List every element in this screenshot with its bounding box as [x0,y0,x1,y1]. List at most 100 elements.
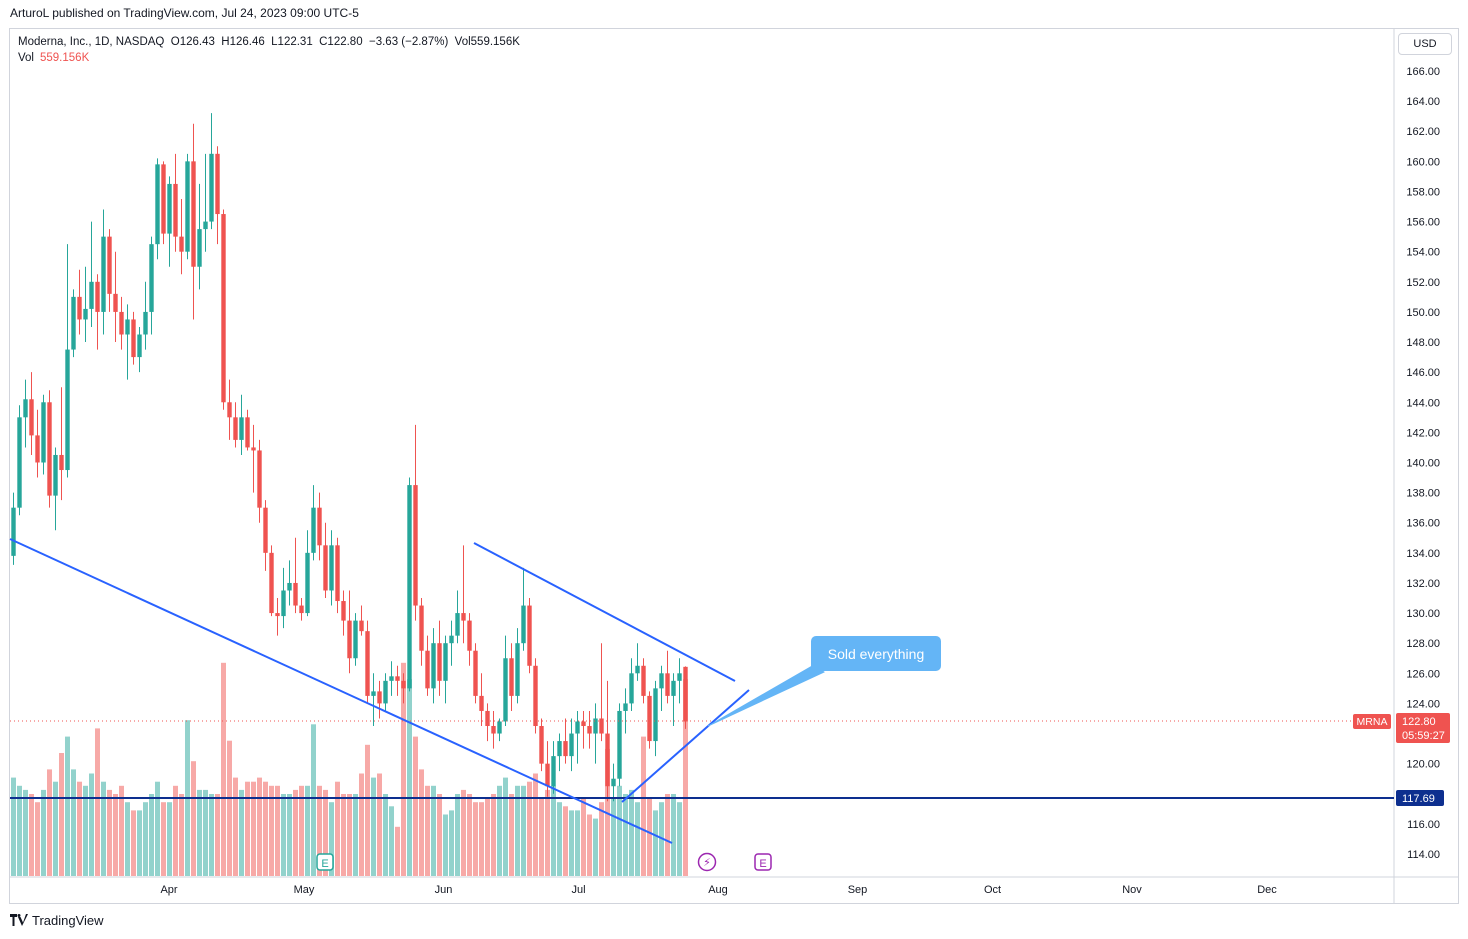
volume-bar [149,794,154,876]
volume-bar [359,773,364,876]
volume-bar [101,781,106,876]
candle-body [221,214,226,403]
volume-bar [95,728,100,876]
earnings-icon[interactable]: E [754,853,772,871]
volume-legend[interactable]: Vol 559.156K [18,52,89,64]
candle-body [527,605,532,666]
earnings-icon[interactable]: E [316,853,334,871]
volume-bar [515,785,520,876]
candle-body [473,650,478,696]
candle-body [359,620,364,632]
candle-body [299,605,304,614]
candle-body [617,710,622,779]
candle-body [335,545,340,602]
volume-bar [527,781,532,876]
volume-bar [665,794,670,876]
price-tick-label: 132.00 [1406,578,1440,590]
svg-text:122.80: 122.80 [1402,716,1436,728]
volume-bar [275,785,280,876]
volume-legend-value: 559.156K [40,52,90,64]
volume-bar [497,785,502,876]
tradingview-brand[interactable]: TradingView [10,913,104,928]
dividend-lightning-icon[interactable]: ⚡ [697,852,717,872]
candle-body [317,507,322,546]
candle-body [47,402,52,496]
candle-body [485,710,490,727]
price-tick-label: 138.00 [1406,488,1440,500]
volume-bar [161,802,166,876]
candle-body [101,236,106,312]
volume-bar [221,662,226,876]
candle-body [353,620,358,659]
time-tick-label: Dec [1257,884,1277,896]
volume-bar [203,789,208,876]
price-axis: 166.00 164.00 162.00 160.00 158.00 156.00 154.… [1406,66,1440,861]
candle-body [197,229,202,267]
candle-body [635,665,640,674]
time-axis: Apr May Jun Jul Aug Sep Oct Nov Dec [160,884,1277,896]
volume-bar [629,789,634,876]
candle-body [161,164,166,234]
candle-body [23,399,28,418]
volume-bar [131,810,136,876]
volume-bar [47,769,52,876]
volume-bar [569,810,574,876]
volume-bar [491,794,496,876]
volume-bar [245,781,250,876]
candle-body [605,733,610,787]
candle-body [647,695,652,742]
volume-bar [677,802,682,876]
sold-everything-callout[interactable]: Sold everything [707,636,941,727]
volume-bar [191,761,196,876]
candle-body [677,673,682,681]
volume-bar [233,777,238,876]
candle-body [269,552,274,614]
currency-button[interactable]: USD [1398,33,1452,55]
volume-bar [197,789,202,876]
candle-body [227,402,232,418]
candle-body [641,665,646,696]
price-tick-label: 154.00 [1406,247,1440,259]
volume-bar [317,785,322,876]
candle-body [383,680,388,704]
volume-bar [281,794,286,876]
candle-body [113,293,118,312]
volume-bar [599,802,604,876]
volume-bar [449,810,454,876]
candle-body [581,721,586,727]
volume-bar [29,794,34,876]
candle-body [71,296,76,350]
candle-body [671,680,676,696]
volume-bar [323,789,328,876]
volume-bar [215,794,220,876]
candle-body [311,507,316,553]
volume-bar [335,781,340,876]
time-tick-label: Apr [160,884,177,896]
volume-bar [263,781,268,876]
volume-bar [119,785,124,876]
candle-body [167,183,172,234]
volume-bar [557,802,562,876]
volume-bar [377,773,382,876]
candle-body [245,417,250,448]
candle-body [533,665,538,727]
candle-body [629,673,634,704]
price-tick-label: 124.00 [1406,698,1440,710]
price-tick-label: 164.00 [1406,96,1440,108]
volume-bar [23,789,28,876]
volume-bar [509,794,514,876]
price-tick-label: 142.00 [1406,427,1440,439]
symbol-description[interactable]: Moderna, Inc., 1D, NASDAQ [18,36,165,48]
candle-body [371,691,376,696]
candle-body [53,454,58,496]
candle-body [665,673,670,696]
candle-body [215,153,220,215]
candle-body [329,545,334,591]
low-value: L122.31 [271,36,313,48]
volume-bar [461,789,466,876]
svg-text:E: E [321,858,328,870]
candle-body [365,631,370,696]
svg-text:05:59:27: 05:59:27 [1402,730,1445,742]
price-tick-label: 166.00 [1406,66,1440,78]
